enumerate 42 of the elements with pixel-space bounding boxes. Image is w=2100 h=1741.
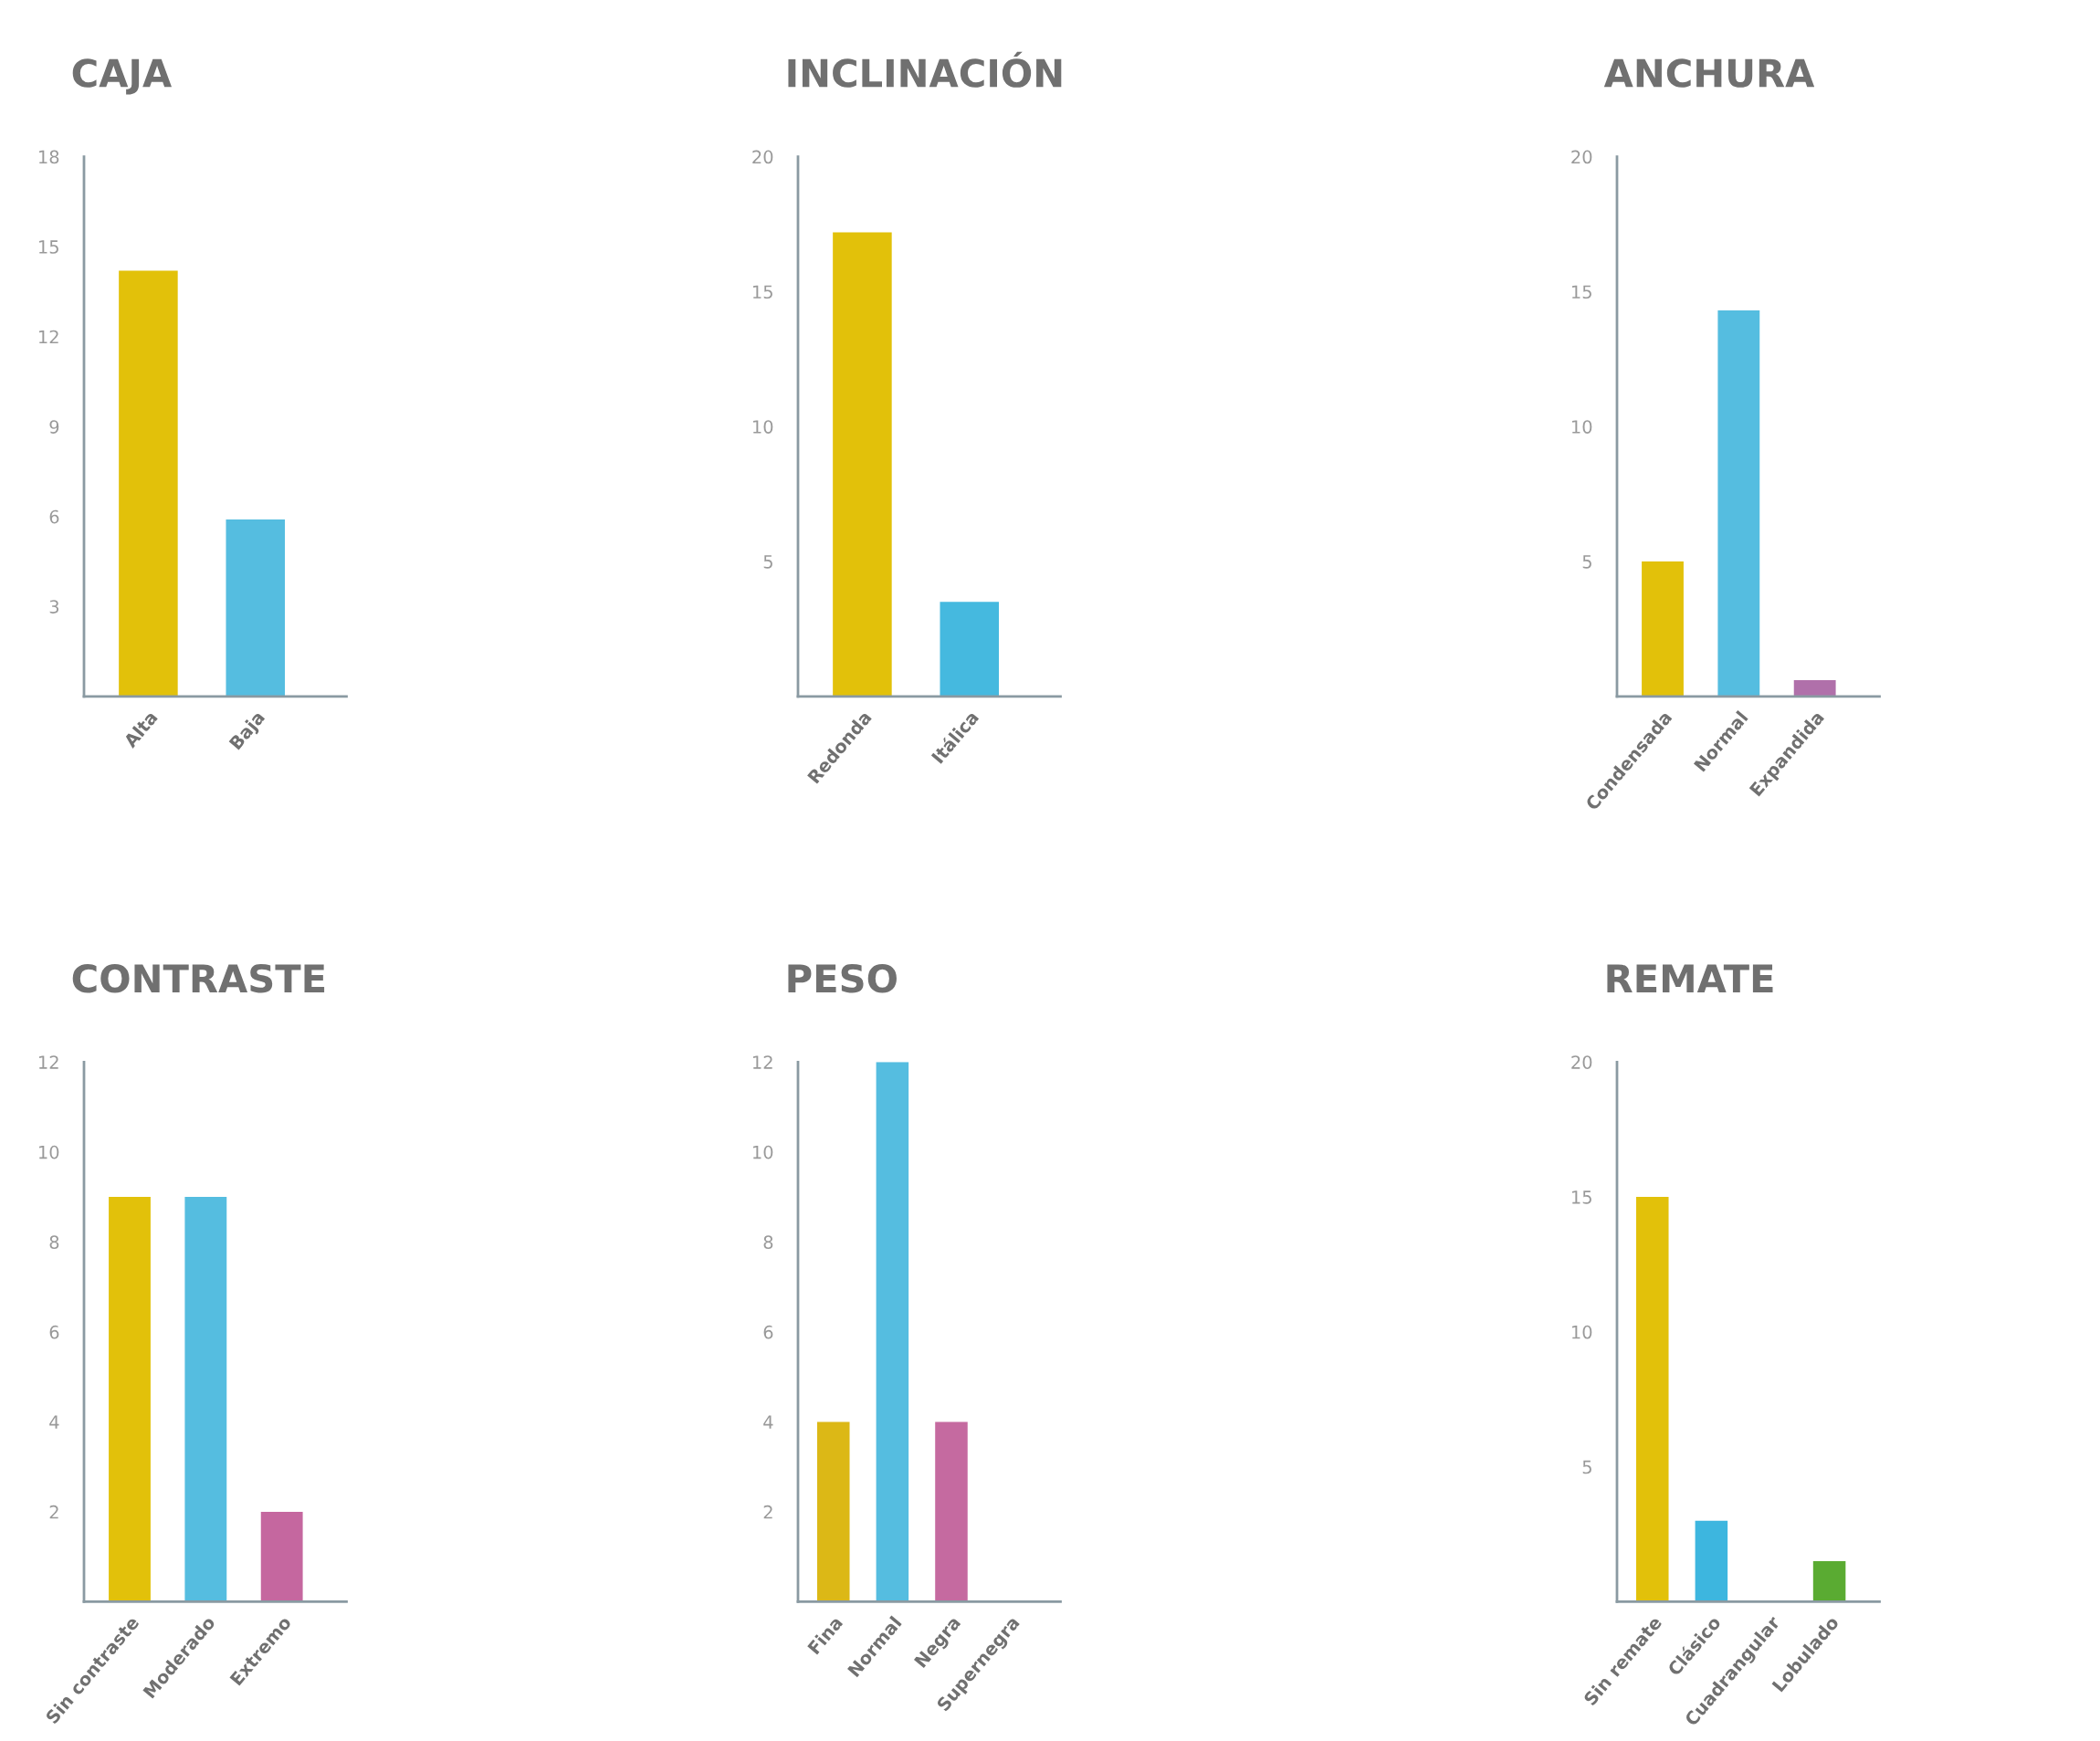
y-tick-label: 20 [1571,1055,1592,1069]
y-tick-label: 10 [753,420,773,434]
y-tick-label: 9 [49,420,59,434]
y-tick-label: 15 [1572,285,1591,299]
y-tick-label: 15 [1572,1190,1591,1204]
y-tick-label: 8 [763,1235,773,1249]
bar [1695,1520,1728,1602]
y-tick-label: 10 [753,1145,773,1159]
bar [1793,680,1836,697]
y-tick-label: 10 [1572,1325,1592,1339]
bar [1636,1197,1669,1602]
y-tick-label: 4 [763,1415,773,1429]
y-tick-label: 2 [763,1505,772,1519]
chart-title: PESO [788,963,897,993]
y-tick-label: 5 [1582,1460,1591,1474]
chart-title: INCLINACIÓN [788,51,1062,88]
y-tick-label: 10 [1572,420,1592,434]
chart-title: CAJA [72,58,172,95]
y-tick-label: 18 [39,150,59,164]
y-tick-label: 12 [39,1055,58,1069]
y-tick-label: 6 [763,1325,773,1339]
y-tick-label: 8 [49,1235,59,1249]
y-tick-label: 20 [1571,150,1592,164]
y-tick-label: 10 [39,1145,59,1159]
bar [1642,561,1684,697]
y-tick-label: 15 [39,240,58,254]
bar [1812,1561,1846,1602]
chart-title: ANCHURA [1603,58,1815,88]
y-tick-label: 4 [49,1415,59,1429]
chart-title: REMATE [1607,964,1773,992]
y-tick-label: 5 [763,555,772,569]
y-tick-label: 6 [49,509,59,524]
y-tick-label: 3 [49,600,59,614]
y-tick-label: 15 [753,285,772,299]
chart-title: CONTRASTE [72,963,325,993]
y-tick-label: 12 [753,1055,772,1069]
y-tick-label: 20 [752,150,773,164]
bar [1717,310,1760,697]
y-tick-label: 2 [49,1505,58,1519]
y-tick-label: 6 [49,1325,59,1339]
y-tick-label: 12 [39,330,58,344]
y-tick-label: 5 [1582,555,1591,569]
